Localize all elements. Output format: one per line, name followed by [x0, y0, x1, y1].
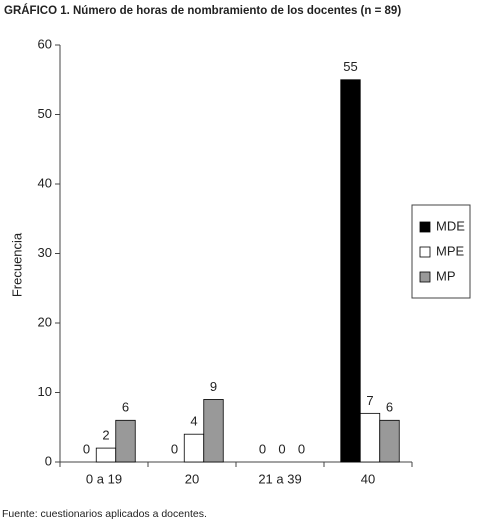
- x-tick-label: 0 a 19: [86, 471, 122, 486]
- y-tick-label: 40: [38, 175, 52, 190]
- value-label: 0: [171, 441, 178, 456]
- value-label: 9: [210, 379, 217, 394]
- y-axis-label: Frecuencia: [9, 232, 24, 297]
- bar: [203, 399, 224, 463]
- legend-swatch: [419, 246, 431, 258]
- value-label: 2: [102, 428, 109, 443]
- value-label: 0: [259, 441, 266, 456]
- value-label: 7: [366, 393, 373, 408]
- y-tick-label: 10: [38, 384, 52, 399]
- value-label: 4: [190, 414, 197, 429]
- bar: [183, 433, 205, 463]
- value-label: 0: [83, 441, 90, 456]
- bar: [340, 79, 361, 463]
- legend-label: MDE: [436, 218, 465, 233]
- y-tick-label: 0: [45, 453, 52, 468]
- bar: [359, 412, 381, 463]
- chart-title: GRÁFICO 1. Número de horas de nombramien…: [4, 4, 401, 17]
- footer: Fuente: cuestionarios aplicados a docent…: [2, 508, 207, 520]
- y-tick-label: 60: [38, 36, 52, 51]
- legend-swatch: [419, 221, 431, 233]
- bar: [95, 447, 117, 463]
- legend-label: MPE: [436, 243, 465, 258]
- bar: [115, 419, 136, 463]
- x-tick-label: 40: [361, 471, 375, 486]
- x-tick-label: 21 a 39: [258, 471, 301, 486]
- y-tick-label: 20: [38, 314, 52, 329]
- value-label: 0: [298, 441, 305, 456]
- value-label: 6: [386, 400, 393, 415]
- y-tick-label: 50: [38, 106, 52, 121]
- y-tick-label: 30: [38, 245, 52, 260]
- value-label: 6: [122, 400, 129, 415]
- bar: [379, 419, 400, 463]
- legend-swatch: [419, 271, 431, 283]
- x-tick-label: 20: [185, 471, 199, 486]
- value-label: 55: [343, 59, 357, 74]
- legend-label: MP: [436, 268, 456, 283]
- value-label: 0: [278, 441, 285, 456]
